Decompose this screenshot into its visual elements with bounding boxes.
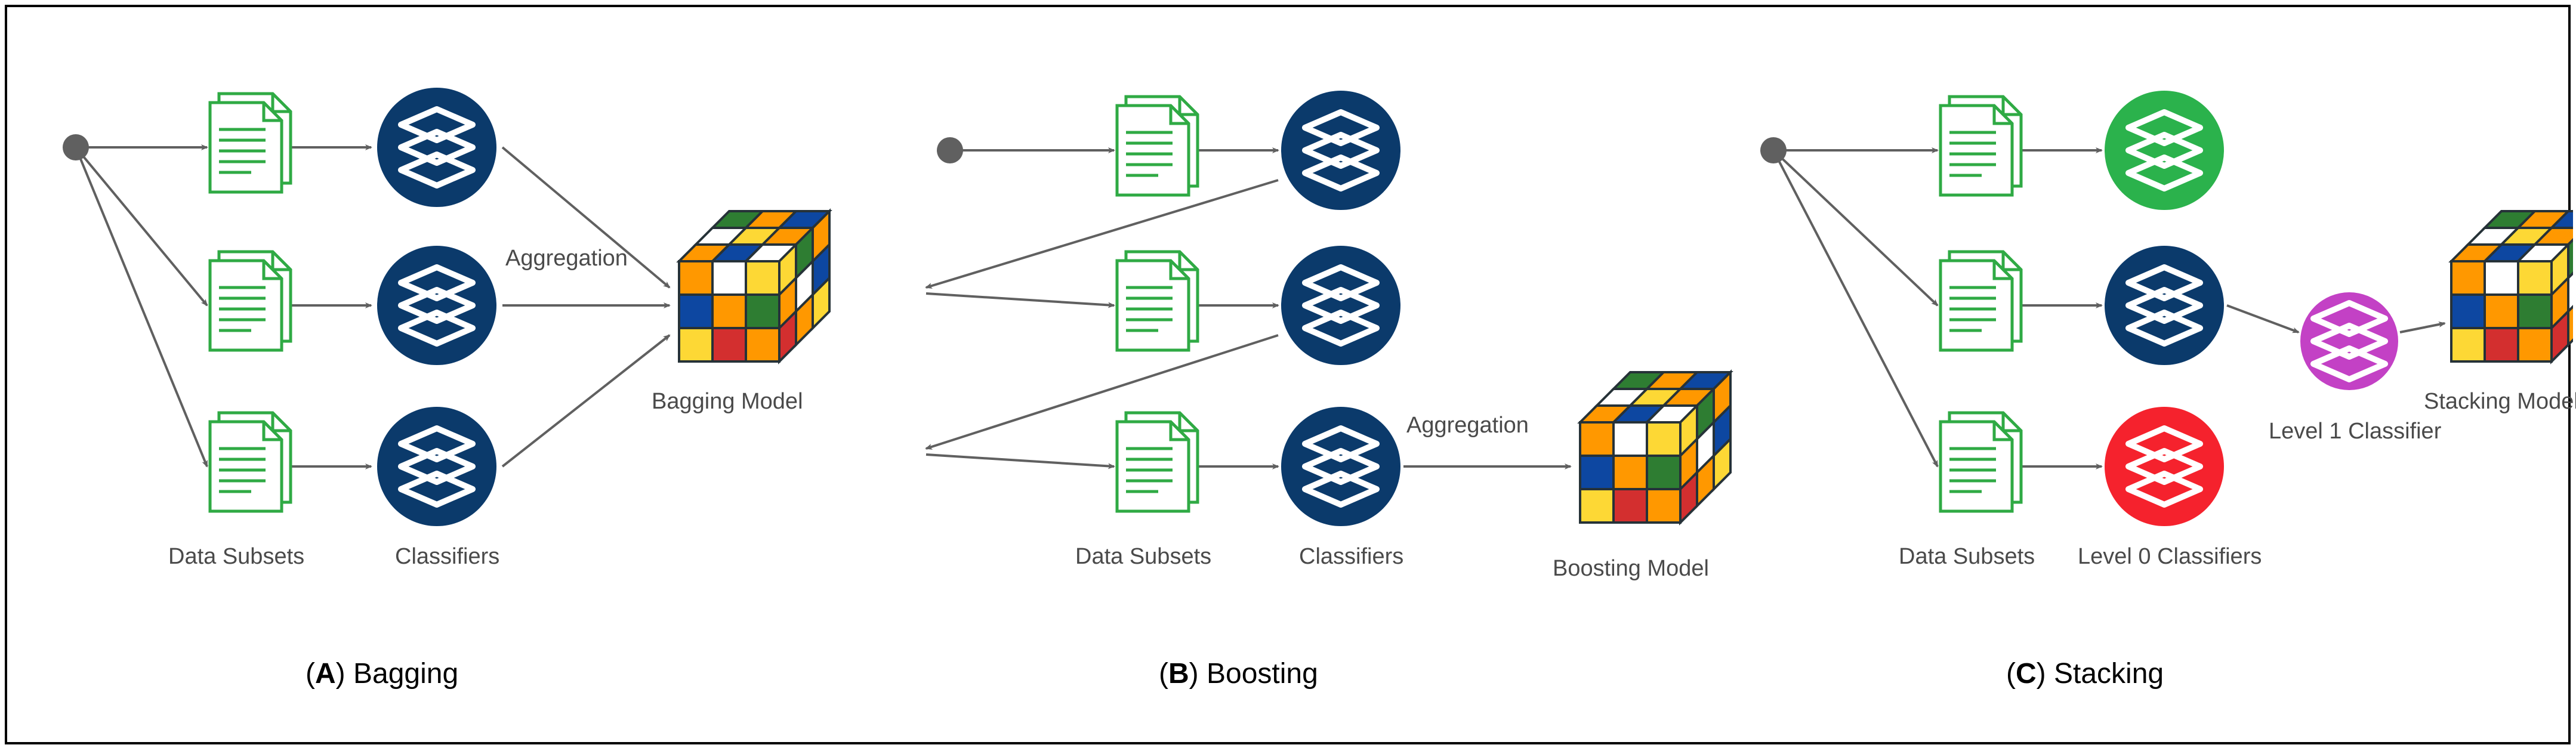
diagram-label: Level 0 Classifiers (2078, 544, 2262, 570)
diagram-label: Data Subsets (1899, 544, 2035, 570)
diagram-label: Boosting Model (1553, 556, 1709, 582)
diagram-svg (7, 7, 2573, 747)
diagram-label: Aggregation (1406, 413, 1529, 438)
diagram-label: Classifiers (395, 544, 499, 570)
diagram-label: Level 1 Classifier (2269, 419, 2441, 444)
diagram-label: Data Subsets (1075, 544, 1211, 570)
diagram-label: Stacking Model (2424, 389, 2576, 415)
diagram-label: Aggregation (505, 246, 628, 271)
panel-caption: (B) Boosting (1159, 657, 1318, 690)
panel-caption: (A) Bagging (306, 657, 458, 690)
diagram-label: Bagging Model (652, 389, 803, 415)
diagram-label: Classifiers (1299, 544, 1403, 570)
diagram-frame: Data Subsets Classifiers Aggregation Baggin… (5, 5, 2571, 744)
panel-caption: (C) Stacking (2006, 657, 2164, 690)
diagram-label: Data Subsets (168, 544, 304, 570)
